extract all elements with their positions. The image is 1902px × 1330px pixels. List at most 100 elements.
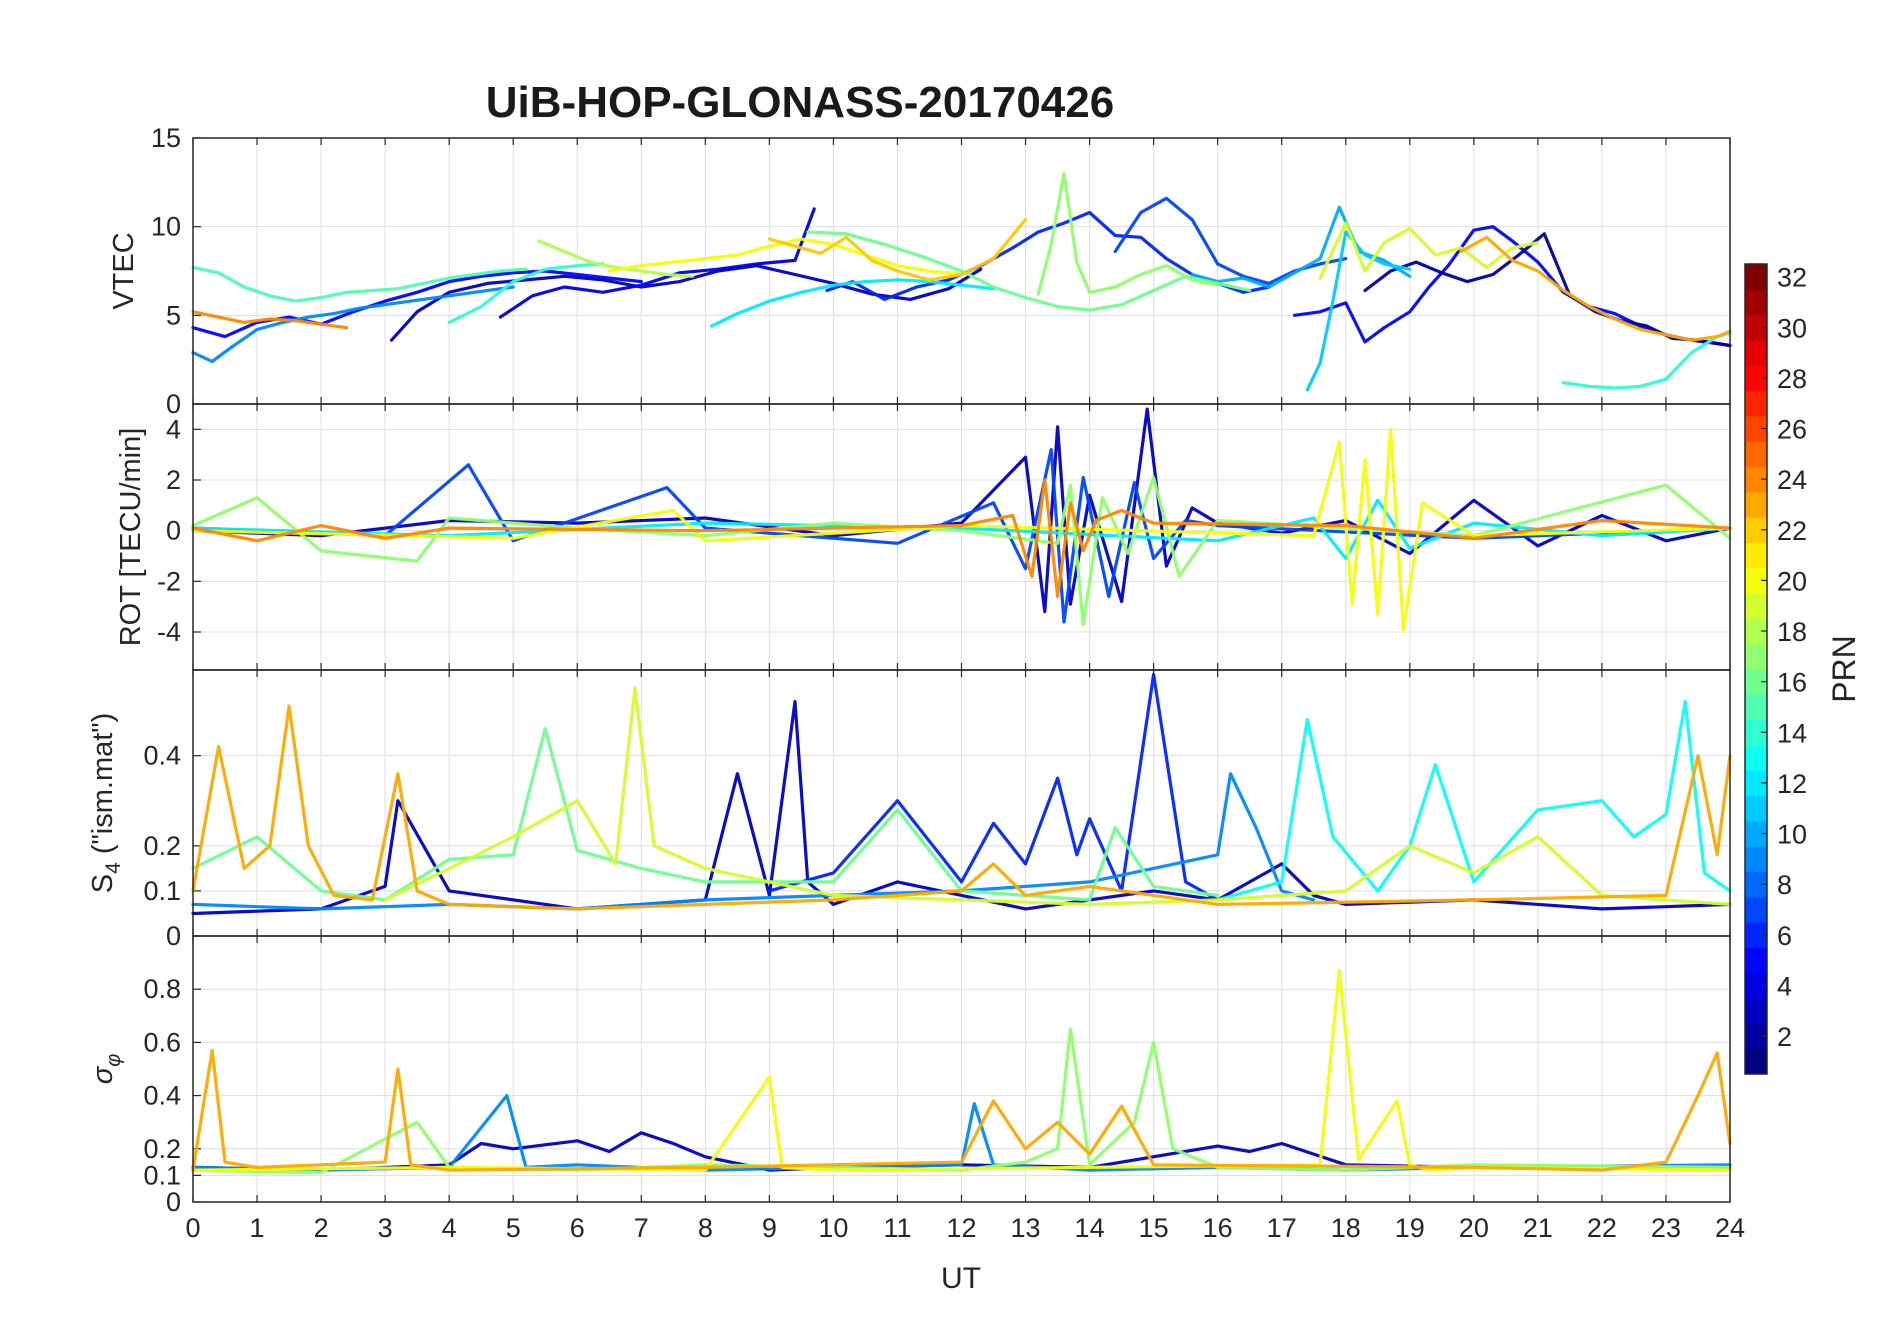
colorbar-swatch <box>1745 264 1767 290</box>
colorbar-frame <box>1744 263 1768 1075</box>
chart-title: UiB-HOP-GLONASS-20170426 <box>486 78 1114 127</box>
colorbar-swatch <box>1745 415 1767 442</box>
series-line-prn-17 <box>1036 171 1220 296</box>
y-tick-label: 15 <box>151 123 181 153</box>
colorbar-swatch <box>1745 314 1767 341</box>
y-tick-label: 0.4 <box>143 1081 181 1111</box>
x-tick-label: 13 <box>1011 1213 1041 1243</box>
colorbar-swatch <box>1745 795 1767 822</box>
series-line-prn-16 <box>806 230 1252 312</box>
colorbar-tick-label: 24 <box>1777 465 1807 495</box>
colorbar-swatch <box>1745 871 1767 898</box>
series-line-prn-18 <box>537 239 695 278</box>
colorbar-swatch <box>1745 972 1767 999</box>
x-tick-label: 4 <box>442 1213 457 1243</box>
colorbar-swatch <box>1745 365 1767 392</box>
series-line-prn-12 <box>191 498 1732 561</box>
series-line-prn-6 <box>767 672 1220 902</box>
colorbar-tick-label: 14 <box>1777 718 1807 748</box>
series-line-prn-9 <box>191 285 515 363</box>
y-tick-label: 0 <box>166 921 181 951</box>
x-tick-label: 3 <box>378 1213 393 1243</box>
x-tick-label: 22 <box>1587 1213 1617 1243</box>
vtec-axis-label: VTEC <box>108 232 140 309</box>
y-tick-label: -2 <box>157 566 181 596</box>
y-tick-label: 5 <box>166 300 181 330</box>
colorbar-label: PRN <box>1826 635 1862 703</box>
y-tick-label: 0.2 <box>143 831 181 861</box>
x-tick-label: 0 <box>185 1213 200 1243</box>
y-tick-label: 4 <box>166 414 181 444</box>
sigma-phi-axis-label: σφ <box>87 1054 125 1085</box>
series-line-prn-9 <box>191 772 1316 911</box>
y-tick-label: 10 <box>151 212 181 242</box>
colorbar-swatch <box>1745 744 1767 771</box>
colorbar-tick-label: 8 <box>1777 870 1792 900</box>
x-tick-label: 17 <box>1267 1213 1297 1243</box>
series-line-prn-5 <box>1292 225 1732 348</box>
series-line-prn-5 <box>191 269 643 339</box>
colorbar-swatch <box>1745 517 1767 544</box>
colorbar-tick-label: 26 <box>1777 415 1807 445</box>
y-tick-label: 0 <box>166 389 181 419</box>
colorbar-tick-label: 6 <box>1777 921 1792 951</box>
colorbar-tick-label: 32 <box>1777 263 1807 293</box>
x-tick-label: 15 <box>1139 1213 1169 1243</box>
series-line-prn-7 <box>191 448 1732 624</box>
series-line-prn-20 <box>191 427 1732 632</box>
series-line-prn-17 <box>191 475 1732 626</box>
colorbar-swatch <box>1745 466 1767 493</box>
series-line-prn-13 <box>1216 700 1732 902</box>
y-tick-label: 0.1 <box>143 1160 181 1190</box>
s4-axis-label: S4 ("ism.mat") <box>87 713 125 894</box>
colorbar-swatch <box>1745 896 1767 923</box>
colorbar-tick-label: 18 <box>1777 617 1807 647</box>
x-tick-label: 16 <box>1203 1213 1233 1243</box>
series-line-prn-12 <box>710 278 996 328</box>
panel-vtec: 0 5 10 15 VTEC <box>108 123 1732 419</box>
x-tick-label: 10 <box>818 1213 848 1243</box>
colorbar-swatch <box>1745 593 1767 619</box>
panel-sigma-phi-frame <box>192 935 1731 1203</box>
colorbar-tick-label: 2 <box>1777 1022 1792 1052</box>
series-line-prn-14 <box>1561 331 1732 390</box>
y-tick-label: 2 <box>166 465 181 495</box>
colorbar-swatch <box>1745 846 1767 873</box>
x-tick-label: 21 <box>1523 1213 1553 1243</box>
series-line-prn-24 <box>191 310 349 330</box>
x-tick-label: 11 <box>883 1213 911 1243</box>
y-tick-label: 0.4 <box>143 741 181 771</box>
x-tick-label: 6 <box>570 1213 585 1243</box>
series-line-prn-23 <box>191 1048 1732 1172</box>
x-tick-label: 7 <box>634 1213 649 1243</box>
y-tick-label: -4 <box>157 617 181 647</box>
y-tick-label: 0.8 <box>143 974 181 1004</box>
series-line-prn-3 <box>389 264 983 342</box>
colorbar-swatch <box>1745 390 1767 417</box>
colorbar-swatch <box>1745 694 1767 721</box>
x-tick-label: 20 <box>1459 1213 1489 1243</box>
colorbar-swatch <box>1745 618 1767 645</box>
x-tick-label: 14 <box>1075 1213 1105 1243</box>
colorbar-swatch <box>1745 339 1767 366</box>
series-line-prn-10 <box>1190 205 1412 289</box>
series-line-prn-23 <box>191 704 1732 911</box>
colorbar-swatch <box>1745 719 1767 746</box>
x-axis-label: UT <box>941 1262 981 1295</box>
panel-sigma-phi: 00.10.20.40.60.8 σφ 0 1 2 3 4 5 6 7 8 9 10 11 12 13 14… <box>87 935 1745 1243</box>
series-line-prn-11 <box>1305 230 1412 392</box>
series-line-prn-2 <box>1363 232 1732 348</box>
colorbar-swatch <box>1745 1048 1767 1075</box>
colorbar-swatch <box>1745 643 1767 670</box>
colorbar-swatch <box>1745 922 1767 949</box>
x-tick-label: 8 <box>698 1213 713 1243</box>
colorbar-swatch <box>1745 669 1767 695</box>
x-tick-label: 18 <box>1331 1213 1361 1243</box>
x-tick-label: 5 <box>506 1213 521 1243</box>
series-line-prn-19 <box>1318 221 1540 280</box>
series-line-prn-22 <box>767 218 1028 282</box>
x-tick-label: 9 <box>762 1213 777 1243</box>
series-line-prn-24 <box>191 478 1732 599</box>
